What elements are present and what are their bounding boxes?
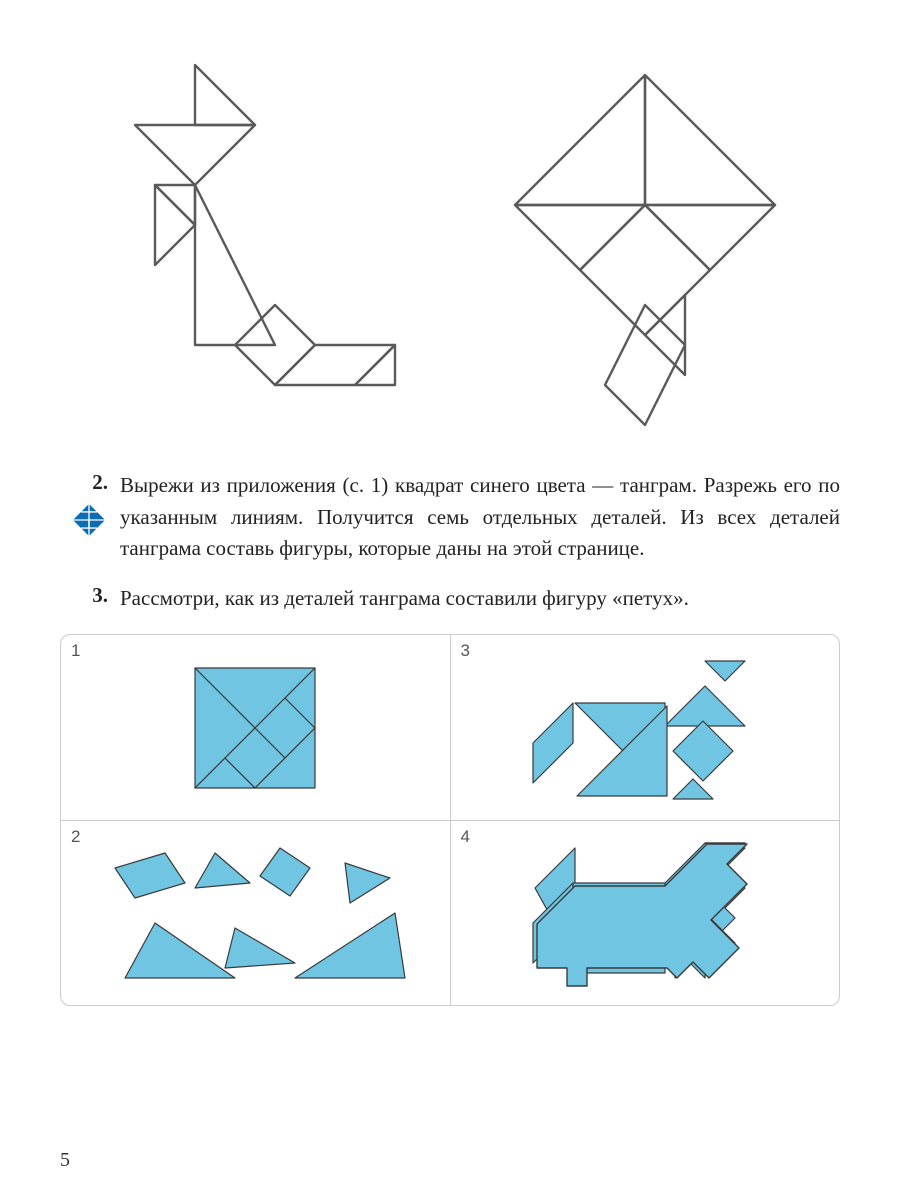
page-number: 5 (60, 1149, 70, 1172)
workbook-page: 2. Вырежи из приложения (0, 0, 900, 1200)
outline-figure-right (485, 55, 805, 435)
exercise-3-text: Рассмотри, как из деталей танграма соста… (120, 583, 840, 615)
panel-row-1: 1 3 (61, 635, 839, 820)
tangram-steps-grid: 1 3 (60, 634, 840, 1006)
outline-figure-left (95, 55, 415, 435)
panel-4: 4 (450, 821, 840, 1005)
exercise-2: 2. Вырежи из приложения (60, 470, 840, 565)
panel-2-figure (85, 828, 425, 998)
panel-4-number: 4 (461, 827, 470, 847)
panel-2: 2 (61, 821, 450, 1005)
exercise-3-number: 3. (60, 583, 108, 608)
exercise-2-number: 2. (60, 470, 108, 495)
exercise-3: 3. Рассмотри, как из деталей танграма со… (60, 583, 840, 615)
panel-3-figure (495, 643, 795, 813)
panel-4-figure (495, 828, 795, 998)
panel-1-figure (175, 648, 335, 808)
panel-3-number: 3 (461, 641, 470, 661)
panel-3: 3 (450, 635, 840, 820)
panel-2-number: 2 (71, 827, 80, 847)
exercise-2-text: Вырежи из приложения (с. 1) квадрат сине… (120, 470, 840, 565)
exercise-2-marker: 2. (60, 470, 120, 565)
panel-1: 1 (61, 635, 450, 820)
panel-row-2: 2 (61, 820, 839, 1005)
exercise-3-marker: 3. (60, 583, 120, 615)
panel-1-number: 1 (71, 641, 80, 661)
tangram-icon (60, 501, 108, 539)
outline-figures-row (60, 50, 840, 440)
